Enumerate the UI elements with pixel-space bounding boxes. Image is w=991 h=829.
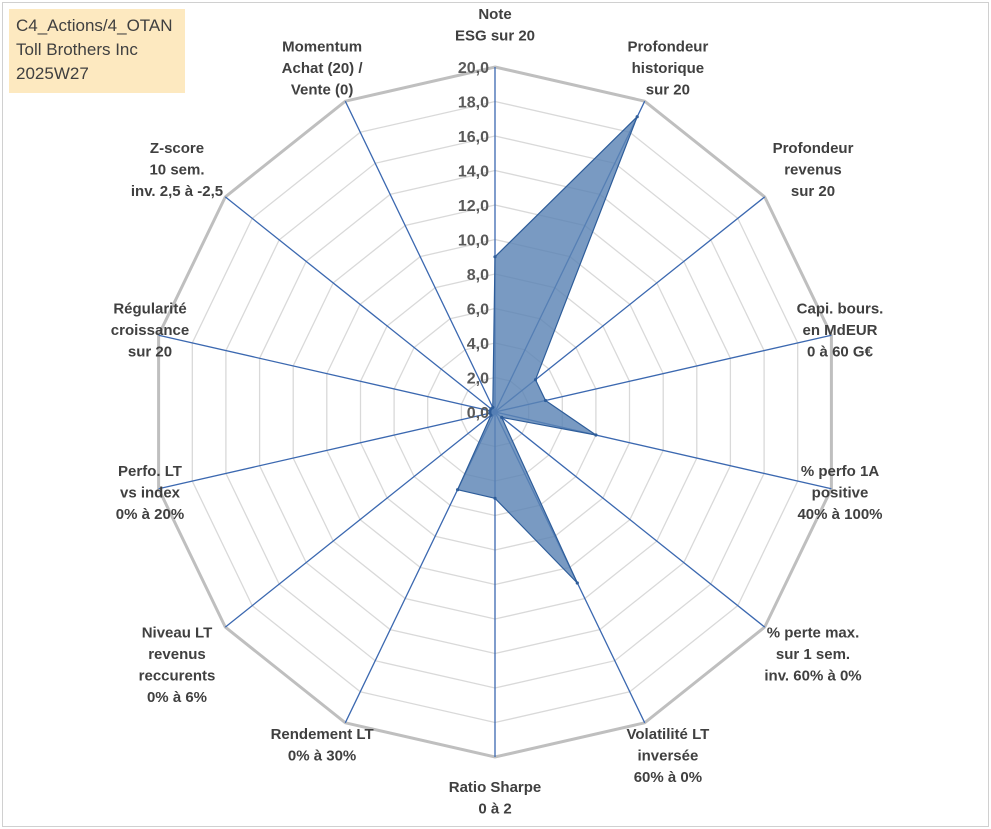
spoke-9 xyxy=(224,411,496,628)
data-point-7 xyxy=(493,496,497,500)
axis-label-13-line-0: Momentum xyxy=(282,39,362,56)
info-line-week: 2025W27 xyxy=(16,64,89,83)
spoke-3 xyxy=(494,334,832,413)
axis-label-11-line-2: sur 20 xyxy=(128,344,172,361)
spoke-5 xyxy=(494,411,766,628)
tick-label-5: 10,0 xyxy=(458,233,489,250)
axis-label-12-line-0: Z-score xyxy=(150,140,204,157)
axis-label-10-line-2: 0% à 20% xyxy=(116,506,184,523)
axis-label-4-line-1: positive xyxy=(812,485,869,502)
tick-label-9: 18,0 xyxy=(458,95,489,112)
axis-label-6-line-2: 60% à 0% xyxy=(634,769,702,786)
axis-label-13: Momentum Achat (20) / Vente (0) xyxy=(282,39,364,99)
axis-label-2-line-2: sur 20 xyxy=(791,183,835,200)
tick-label-6: 12,0 xyxy=(458,198,489,215)
tick-label-4: 8,0 xyxy=(467,267,489,284)
axis-label-7-line-1: 0 à 2 xyxy=(478,801,511,818)
info-line-portfolio: C4_Actions/4_OTAN xyxy=(16,16,173,35)
axis-label-2-line-0: Profondeur xyxy=(773,140,854,157)
axis-label-4-line-0: % perfo 1A xyxy=(801,463,880,480)
axis-label-10-line-1: vs index xyxy=(120,485,181,502)
axis-label-9-line-3: 0% à 6% xyxy=(147,689,207,706)
axis-label-2: Profondeur revenus sur 20 xyxy=(773,140,854,200)
axis-label-9-line-2: reccurents xyxy=(139,668,216,685)
axis-label-13-line-1: Achat (20) / xyxy=(282,60,364,77)
data-point-6 xyxy=(575,581,579,585)
axis-label-13-line-2: Vente (0) xyxy=(291,82,354,99)
tick-label-1: 2,0 xyxy=(467,371,489,388)
axis-label-9: Niveau LT revenus reccurents 0% à 6% xyxy=(139,625,216,707)
tick-label-0: 0,0 xyxy=(467,405,489,422)
axis-label-0-line-1: ESG sur 20 xyxy=(455,28,535,45)
data-point-10 xyxy=(488,411,492,415)
axis-label-8: Rendement LT 0% à 30% xyxy=(271,726,374,765)
axis-label-3-line-0: Capi. bours. xyxy=(797,301,884,318)
data-point-1 xyxy=(635,115,639,119)
radar-tick-labels: 0,0 2,0 4,0 6,0 8,0 10,0 12,0 14,0 16,0 18,0 20,0 xyxy=(458,60,489,422)
axis-label-1-line-0: Profondeur xyxy=(627,39,708,56)
axis-label-5-line-1: sur 1 sem. xyxy=(776,646,850,663)
info-box: C4_Actions/4_OTAN Toll Brothers Inc 2025… xyxy=(9,9,185,93)
axis-label-0-line-0: Note xyxy=(478,6,511,23)
axis-label-11: Régularité croissance sur 20 xyxy=(111,301,189,361)
axis-label-1: Profondeur historique sur 20 xyxy=(627,39,708,99)
radar-series xyxy=(456,115,639,585)
axis-label-5: % perte max. sur 1 sem. inv. 60% à 0% xyxy=(764,625,861,685)
axis-label-8-line-1: 0% à 30% xyxy=(288,747,356,764)
axis-label-1-line-2: sur 20 xyxy=(646,82,690,99)
axis-label-8-line-0: Rendement LT xyxy=(271,726,374,743)
tick-label-10: 20,0 xyxy=(458,60,489,77)
data-point-5 xyxy=(500,415,504,419)
axis-label-12-line-1: 10 sem. xyxy=(149,161,204,178)
axis-label-7-line-0: Ratio Sharpe xyxy=(449,779,542,796)
axis-label-4-line-2: 40% à 100% xyxy=(797,506,882,523)
spoke-13 xyxy=(344,100,496,413)
tick-label-8: 16,0 xyxy=(458,129,489,146)
axis-label-3-line-1: en MdEUR xyxy=(803,322,878,339)
axis-label-10-line-0: Perfo. LT xyxy=(118,463,182,480)
data-point-2 xyxy=(533,378,538,382)
axis-label-4: % perfo 1A positive 40% à 100% xyxy=(797,463,882,523)
data-point-13 xyxy=(491,405,495,409)
axis-label-6: Volatilité LT inversée 60% à 0% xyxy=(627,726,710,786)
spoke-2 xyxy=(494,196,766,413)
tick-label-3: 6,0 xyxy=(467,302,489,319)
spoke-10 xyxy=(158,411,496,490)
tick-label-2: 4,0 xyxy=(467,336,489,353)
axis-label-5-line-2: inv. 60% à 0% xyxy=(764,668,861,685)
axis-label-6-line-0: Volatilité LT xyxy=(627,726,710,743)
data-point-3 xyxy=(543,398,548,403)
data-point-0 xyxy=(493,255,497,259)
axis-label-12-line-2: inv. 2,5 à -2,5 xyxy=(131,183,223,200)
data-point-4 xyxy=(594,433,598,437)
axis-label-10: Perfo. LT vs index 0% à 20% xyxy=(116,463,184,523)
axis-label-3-line-2: 0 à 60 G€ xyxy=(807,344,874,361)
axis-label-7: Ratio Sharpe 0 à 2 xyxy=(449,779,542,818)
spoke-11 xyxy=(158,334,496,413)
axis-label-3: Capi. bours. en MdEUR 0 à 60 G€ xyxy=(797,301,884,361)
axis-label-9-line-0: Niveau LT xyxy=(142,625,213,642)
axis-label-9-line-1: revenus xyxy=(148,646,206,663)
axis-label-11-line-1: croissance xyxy=(111,322,189,339)
axis-label-5-line-0: % perte max. xyxy=(767,625,860,642)
tick-label-7: 14,0 xyxy=(458,164,489,181)
axis-label-2-line-1: revenus xyxy=(784,161,842,178)
axis-label-6-line-1: inversée xyxy=(637,747,698,764)
spoke-12 xyxy=(224,196,496,413)
info-line-company: Toll Brothers Inc xyxy=(16,40,138,59)
radar-axis-labels: Note ESG sur 20 Profondeur historique sur 20… xyxy=(111,6,884,818)
axis-label-1-line-1: historique xyxy=(632,60,705,77)
axis-label-12: Z-score 10 sem. inv. 2,5 à -2,5 xyxy=(131,140,223,200)
axis-label-0: Note ESG sur 20 xyxy=(455,6,535,45)
axis-label-11-line-0: Régularité xyxy=(113,301,186,318)
data-point-8 xyxy=(456,488,460,492)
